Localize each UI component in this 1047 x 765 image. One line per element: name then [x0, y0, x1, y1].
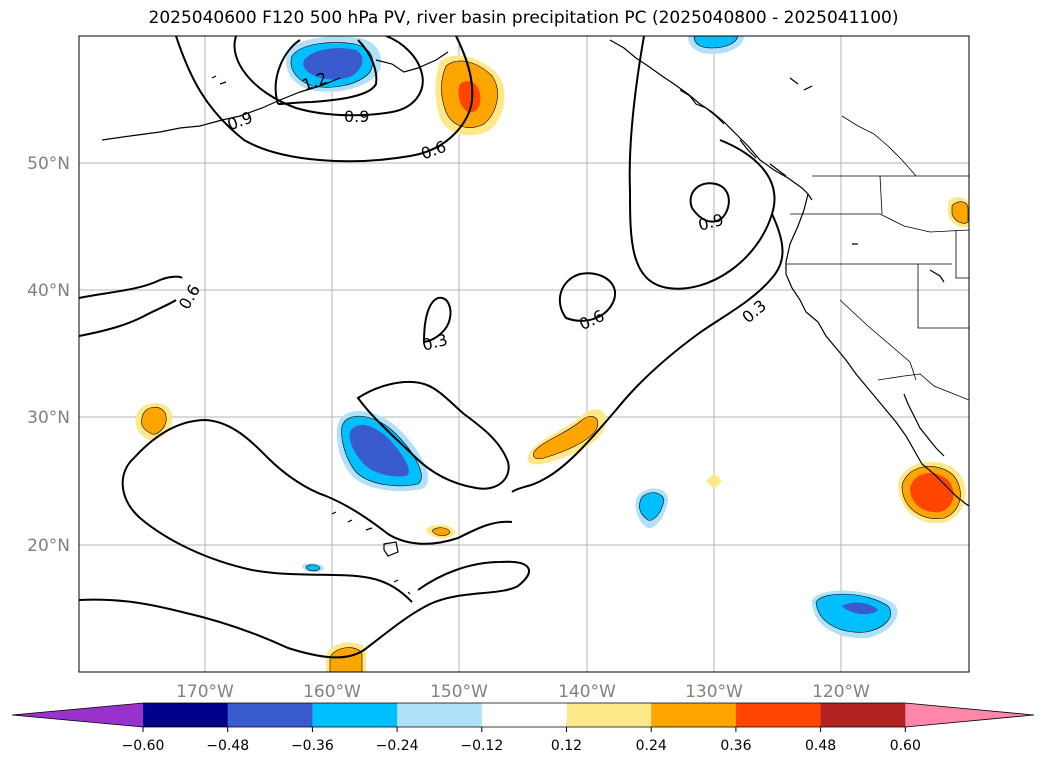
pv-contour-0p6-north: [175, 36, 474, 163]
colorbar-tick-label: −0.24: [376, 738, 419, 754]
pv-contour-0p6-west: [79, 275, 183, 337]
borders: [786, 115, 969, 401]
colorbar-segment: [481, 703, 567, 727]
colorbar-segment: [566, 703, 652, 727]
baja-peninsula: [903, 393, 945, 457]
pv-contour-southwest: [79, 418, 530, 659]
bc-islands: [679, 89, 787, 177]
colorbar-extend-low: [12, 703, 143, 727]
gridlines: [79, 36, 969, 672]
lat-label: 50°N: [27, 154, 70, 174]
pv-contours: [79, 36, 784, 659]
hawaii-islands: [331, 511, 411, 595]
lon-label: 170°W: [176, 682, 234, 702]
colorbar-tick-label: −0.36: [291, 738, 334, 754]
lon-label: 160°W: [303, 682, 361, 702]
contour-label: 0.9: [344, 107, 369, 126]
lon-label: 150°W: [430, 682, 488, 702]
colorbar-segment: [397, 703, 483, 727]
lat-label: 20°N: [27, 536, 70, 556]
colorbar-tick-label: 0.12: [551, 738, 582, 754]
colorbar-tick-label: −0.48: [206, 738, 249, 754]
colorbar-tick-label: 0.24: [636, 738, 667, 754]
colorbar-extend-high: [905, 703, 1034, 727]
pv-contour-0p6-center: [558, 272, 617, 322]
latitude-labels: 50°N 40°N 30°N 20°N: [27, 154, 70, 556]
longitude-labels: 170°W 160°W 150°W 140°W 130°W 120°W: [176, 682, 870, 702]
alaska-coast: [375, 39, 813, 201]
map-panel: [79, 36, 969, 672]
colorbar-tick-label: 0.48: [805, 738, 836, 754]
colorbar-segment: [143, 703, 229, 727]
colorbar-segment: [735, 703, 822, 727]
colorbar-segment: [820, 703, 906, 727]
colorbar: −0.60 −0.48 −0.36 −0.24 −0.12 0.12 0.24 0.36 0.4…: [11, 702, 1035, 754]
colorbar-tick-label: 0.60: [890, 738, 921, 754]
colorbar-tick-label: −0.12: [460, 738, 503, 754]
lon-label: 130°W: [685, 682, 743, 702]
lon-label: 140°W: [558, 682, 616, 702]
colorbar-tick-label: 0.36: [720, 738, 751, 754]
lat-label: 30°N: [27, 408, 70, 428]
colorbar-segment: [651, 703, 737, 727]
pv-contour-0p9-east: [689, 182, 730, 223]
pv-contour-1p2: [274, 39, 378, 105]
pv-contour-0p3-ne: [511, 36, 784, 493]
map-title: 2025040600 F120 500 hPa PV, river basin …: [148, 8, 899, 28]
lon-label: 120°W: [812, 682, 870, 702]
pv-contour-0p9-north: [233, 36, 424, 117]
pv-contour-central: [356, 380, 510, 490]
lat-label: 40°N: [27, 281, 70, 301]
pv-contour-0p3-center: [422, 296, 452, 344]
map-frame: [78, 35, 970, 673]
colorbar-segment: [312, 703, 398, 727]
colorbar-segment: [227, 703, 313, 727]
aleutian-islands: [101, 77, 341, 141]
colorbar-tick-label: −0.60: [122, 738, 165, 754]
